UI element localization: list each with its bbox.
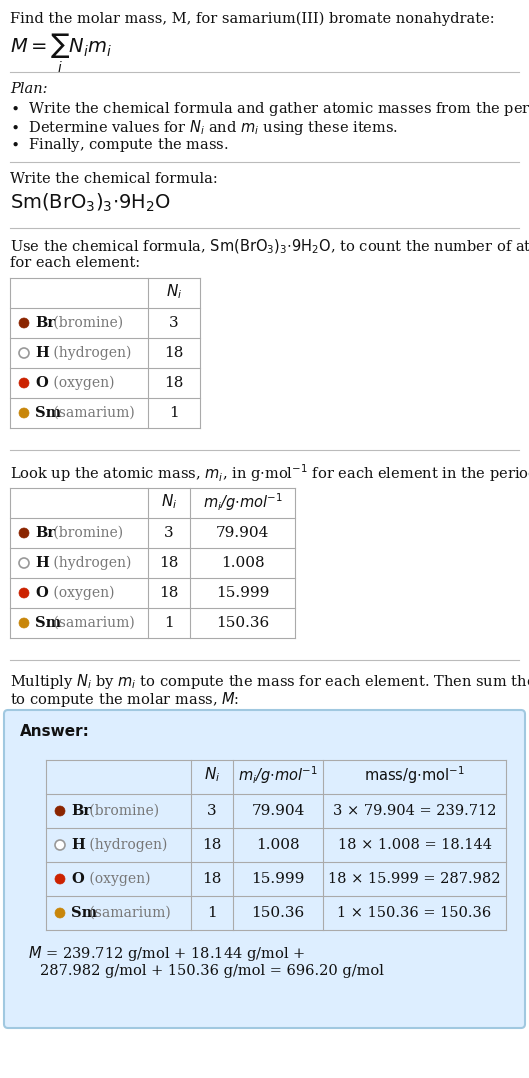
Text: Look up the atomic mass, $m_i$, in g$\cdot$mol$^{-1}$ for each element in the pe: Look up the atomic mass, $m_i$, in g$\cd… [10, 462, 529, 484]
Text: Multiply $N_i$ by $m_i$ to compute the mass for each element. Then sum those val: Multiply $N_i$ by $m_i$ to compute the m… [10, 672, 529, 691]
Text: (oxygen): (oxygen) [49, 376, 114, 390]
Text: 1: 1 [169, 406, 179, 420]
Text: 150.36: 150.36 [251, 906, 305, 920]
Text: to compute the molar mass, $M$:: to compute the molar mass, $M$: [10, 690, 239, 709]
Text: 18: 18 [159, 556, 179, 570]
Text: 1: 1 [164, 616, 174, 630]
Circle shape [55, 840, 65, 849]
Text: (bromine): (bromine) [85, 804, 159, 818]
Text: Sm: Sm [71, 906, 97, 920]
Text: 3 × 79.904 = 239.712: 3 × 79.904 = 239.712 [333, 804, 496, 818]
Text: Find the molar mass, M, for samarium(III) bromate nonahydrate:: Find the molar mass, M, for samarium(III… [10, 12, 495, 26]
Text: $\bullet$  Finally, compute the mass.: $\bullet$ Finally, compute the mass. [10, 136, 229, 154]
Text: 1: 1 [207, 906, 217, 920]
Text: Sm: Sm [35, 616, 61, 630]
Text: H: H [71, 838, 85, 852]
Text: O: O [71, 872, 84, 886]
Circle shape [19, 618, 29, 628]
Text: (hydrogen): (hydrogen) [49, 556, 131, 570]
Text: for each element:: for each element: [10, 255, 140, 270]
Text: 18: 18 [165, 346, 184, 360]
Circle shape [19, 558, 29, 568]
Text: (oxygen): (oxygen) [85, 872, 150, 886]
Text: $M$ = 239.712 g/mol + 18.144 g/mol +: $M$ = 239.712 g/mol + 18.144 g/mol + [28, 944, 305, 963]
FancyBboxPatch shape [4, 710, 525, 1028]
Text: Write the chemical formula:: Write the chemical formula: [10, 172, 218, 186]
Text: $\bullet$  Write the chemical formula and gather atomic masses from the periodic: $\bullet$ Write the chemical formula and… [10, 100, 529, 118]
Text: Sm: Sm [35, 406, 61, 420]
Text: 79.904: 79.904 [216, 526, 269, 540]
Text: $N_i$: $N_i$ [166, 282, 182, 302]
Text: Plan:: Plan: [10, 82, 48, 96]
Circle shape [55, 806, 65, 816]
Text: (samarium): (samarium) [49, 616, 135, 630]
Text: 3: 3 [207, 804, 217, 818]
Circle shape [19, 318, 29, 328]
Text: $\bullet$  Determine values for $N_i$ and $m_i$ using these items.: $\bullet$ Determine values for $N_i$ and… [10, 118, 398, 137]
Text: H: H [35, 346, 49, 360]
Text: 15.999: 15.999 [251, 872, 305, 886]
Text: 15.999: 15.999 [216, 586, 269, 600]
Text: 3: 3 [164, 526, 174, 540]
Text: 18: 18 [202, 838, 222, 852]
Text: $M = \sum_i N_i m_i$: $M = \sum_i N_i m_i$ [10, 32, 112, 75]
Text: O: O [35, 376, 48, 390]
Text: 18 × 1.008 = 18.144: 18 × 1.008 = 18.144 [338, 838, 491, 852]
Text: 18: 18 [165, 376, 184, 390]
Text: $m_i$/g$\cdot$mol$^{-1}$: $m_i$/g$\cdot$mol$^{-1}$ [203, 492, 282, 513]
Text: $\mathrm{Sm(BrO_3)_3{\cdot}9H_2O}$: $\mathrm{Sm(BrO_3)_3{\cdot}9H_2O}$ [10, 192, 171, 215]
Text: 287.982 g/mol + 150.36 g/mol = 696.20 g/mol: 287.982 g/mol + 150.36 g/mol = 696.20 g/… [40, 964, 384, 978]
Text: 150.36: 150.36 [216, 616, 269, 630]
Circle shape [55, 874, 65, 884]
Circle shape [55, 908, 65, 918]
Text: 1.008: 1.008 [256, 838, 300, 852]
Text: $N_i$: $N_i$ [161, 493, 177, 511]
Text: (samarium): (samarium) [85, 906, 171, 920]
Text: $m_i$/g$\cdot$mol$^{-1}$: $m_i$/g$\cdot$mol$^{-1}$ [238, 764, 318, 786]
Text: O: O [35, 586, 48, 600]
Text: (bromine): (bromine) [49, 526, 123, 540]
Text: 18 × 15.999 = 287.982: 18 × 15.999 = 287.982 [329, 872, 501, 886]
Text: Use the chemical formula, $\mathrm{Sm(BrO_3)_3{\cdot}9H_2O}$, to count the numbe: Use the chemical formula, $\mathrm{Sm(Br… [10, 238, 529, 257]
Text: 1 × 150.36 = 150.36: 1 × 150.36 = 150.36 [338, 906, 491, 920]
Text: Br: Br [35, 526, 55, 540]
Circle shape [19, 528, 29, 538]
Circle shape [19, 348, 29, 358]
Text: 79.904: 79.904 [251, 804, 305, 818]
Circle shape [19, 407, 29, 418]
Text: H: H [35, 556, 49, 570]
Text: Br: Br [35, 316, 55, 330]
Text: (bromine): (bromine) [49, 316, 123, 330]
Text: 18: 18 [159, 586, 179, 600]
Text: mass/g$\cdot$mol$^{-1}$: mass/g$\cdot$mol$^{-1}$ [364, 764, 465, 786]
Text: Br: Br [71, 804, 91, 818]
Circle shape [19, 378, 29, 388]
Text: $N_i$: $N_i$ [204, 765, 220, 785]
Text: (hydrogen): (hydrogen) [85, 838, 167, 853]
Text: (samarium): (samarium) [49, 406, 135, 420]
Text: Answer:: Answer: [20, 724, 90, 740]
Text: (hydrogen): (hydrogen) [49, 346, 131, 360]
Text: 1.008: 1.008 [221, 556, 264, 570]
Text: (oxygen): (oxygen) [49, 585, 114, 600]
Text: 18: 18 [202, 872, 222, 886]
Text: 3: 3 [169, 316, 179, 330]
Circle shape [19, 588, 29, 598]
